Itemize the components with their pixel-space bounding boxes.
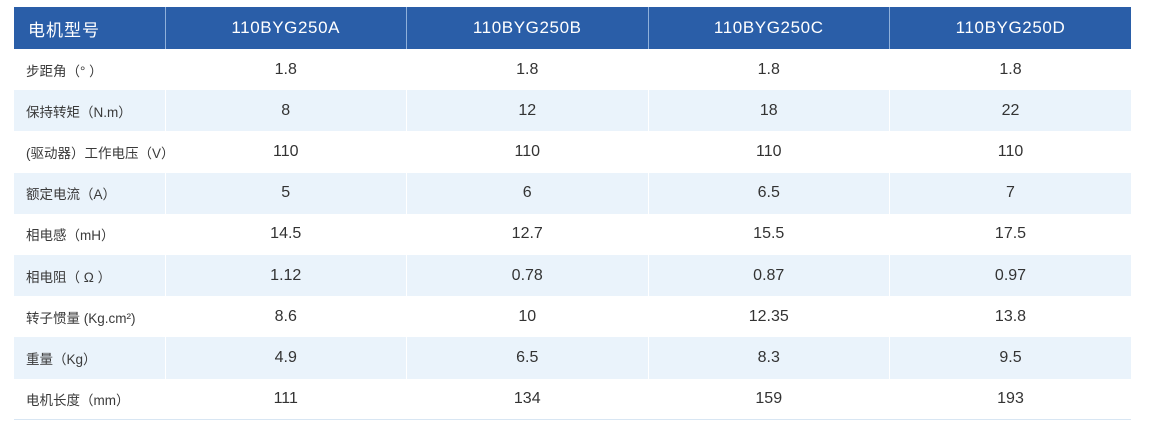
table-cell: 4.9	[164, 337, 407, 379]
row-label: 保持转矩（N.m）	[26, 104, 132, 120]
table-row-resistance: 相电阻（ Ω ） 1.12 0.78 0.87 0.97	[14, 254, 1131, 297]
header-model-b: 110BYG250B	[406, 7, 648, 49]
table-cell: 10	[406, 296, 648, 338]
motor-spec-table: 电机型号 110BYG250A 110BYG250B 110BYG250C 11…	[14, 7, 1131, 421]
table-cell: 0.97	[889, 254, 1131, 297]
table-cell: 1.12	[164, 254, 407, 297]
table-cell: 12.7	[406, 213, 648, 255]
table-row-motor-length: 电机长度（mm） 111 134 159 193	[14, 378, 1131, 421]
table-cell: 15.5	[647, 213, 890, 255]
table-row-step-angle: 步距角（° ） 1.8 1.8 1.8 1.8	[14, 49, 1131, 91]
table-cell: 110	[164, 131, 407, 173]
table-cell: 12	[406, 90, 648, 132]
table-cell: 134	[406, 378, 648, 421]
table-row-weight: 重量（Kg） 4.9 6.5 8.3 9.5	[14, 337, 1131, 379]
table-cell: 0.78	[406, 254, 648, 297]
table-row-inductance: 相电感（mH） 14.5 12.7 15.5 17.5	[14, 213, 1131, 255]
row-label: 相电阻（ Ω ）	[26, 269, 112, 285]
row-label: 重量（Kg）	[26, 351, 97, 367]
row-label: (驱动器）工作电压（V）	[26, 145, 175, 161]
table-cell: 6	[406, 172, 648, 214]
header-model-c: 110BYG250C	[647, 7, 890, 49]
spec-table-container: 电机型号 110BYG250A 110BYG250B 110BYG250C 11…	[14, 7, 1131, 421]
table-cell: 111	[164, 378, 407, 421]
table-cell: 8.3	[647, 337, 890, 379]
table-cell: 193	[889, 378, 1131, 421]
row-label: 电机长度（mm）	[14, 378, 165, 421]
row-label: 相电感（mH）	[26, 228, 115, 244]
header-model-d: 110BYG250D	[889, 7, 1131, 49]
table-cell: 14.5	[164, 213, 407, 255]
table-cell: 110	[889, 131, 1131, 173]
table-cell: 12.35	[647, 296, 890, 338]
table-cell: 17.5	[889, 213, 1131, 255]
table-cell: 7	[889, 172, 1131, 214]
table-cell: 1.8	[406, 49, 648, 91]
table-row-holding-torque: 保持转矩（N.m） 8 12 18 22	[14, 90, 1131, 132]
table-cell: 110	[647, 131, 890, 173]
table-cell: 9.5	[889, 337, 1131, 379]
table-cell: 6.5	[406, 337, 648, 379]
table-cell: 8.6	[164, 296, 407, 338]
table-cell: 0.87	[647, 254, 890, 297]
table-cell: 1.8	[889, 49, 1131, 91]
table-header: 电机型号 110BYG250A 110BYG250B 110BYG250C 11…	[14, 7, 1131, 49]
header-row: 电机型号 110BYG250A 110BYG250B 110BYG250C 11…	[14, 7, 1131, 49]
row-label: 转子惯量 (Kg.cm²)	[26, 310, 136, 326]
table-cell: 8	[164, 90, 407, 132]
table-cell: 5	[164, 172, 407, 214]
table-cell: 18	[647, 90, 890, 132]
table-cell: 13.8	[889, 296, 1131, 338]
header-label: 电机型号	[28, 20, 100, 40]
table-row-rated-current: 额定电流（A） 5 6 6.5 7	[14, 172, 1131, 214]
table-cell: 159	[647, 378, 890, 421]
row-label: 步距角（° ）	[26, 63, 103, 79]
table-body: 步距角（° ） 1.8 1.8 1.8 1.8 保持转矩（N.m） 8 12 1…	[14, 49, 1131, 421]
header-model-a: 110BYG250A	[164, 7, 407, 49]
table-row-voltage: (驱动器）工作电压（V） 110 110 110 110	[14, 131, 1131, 173]
table-cell: 22	[889, 90, 1131, 132]
row-label: 额定电流（A）	[26, 187, 117, 203]
table-cell: 6.5	[647, 172, 890, 214]
table-cell: 1.8	[164, 49, 407, 91]
table-cell: 110	[406, 131, 648, 173]
table-row-rotor-inertia: 转子惯量 (Kg.cm²) 8.6 10 12.35 13.8	[14, 296, 1131, 338]
table-cell: 1.8	[647, 49, 890, 91]
